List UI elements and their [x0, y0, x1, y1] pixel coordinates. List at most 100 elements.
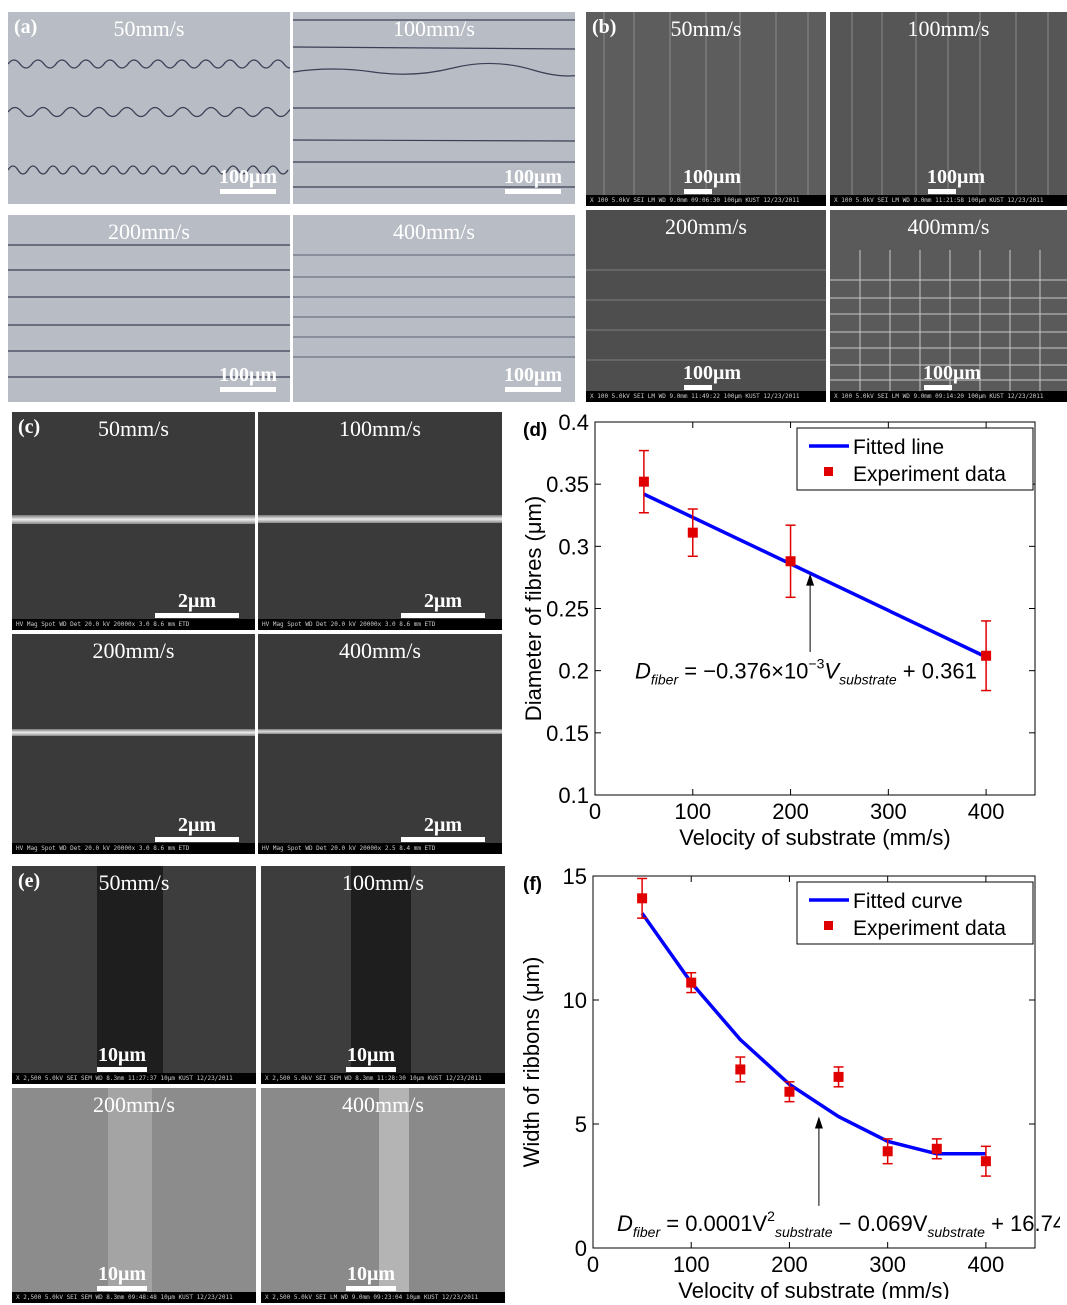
legend-label: Fitted curve [853, 890, 963, 913]
x-tick-label: 400 [968, 799, 1005, 824]
speed-label: 50mm/s [670, 16, 742, 41]
data-point [882, 1146, 893, 1157]
micrograph-a-200: 200mm/s 100μm [8, 215, 290, 402]
data-point [833, 1071, 844, 1082]
speed-label: 100mm/s [393, 16, 475, 41]
fibre [12, 729, 255, 736]
scale-label: 100μm [219, 166, 277, 188]
sem-c-100: 100mm/s 2μm HV Mag Spot WD Det 20.0 kV 2… [258, 412, 502, 630]
micrograph-a-100: 100mm/s 100μm [293, 12, 575, 204]
eq-symbol: V [824, 659, 841, 684]
sem-b-100: 100mm/s 100μm X 100 5.0kV SEI LM WD 9.0m… [830, 12, 1067, 206]
panel-tag: (d) [523, 420, 547, 441]
micrograph-a-50: (a) 50mm/s 100μm [8, 12, 290, 204]
sem-info-bar: X 2,500 5.0kV SEI SEM WD 8.3mm 09:48:48 … [12, 1292, 256, 1303]
sem-c-400: 400mm/s 2μm HV Mag Spot WD Det 20.0 kV 2… [258, 634, 502, 854]
data-point [687, 527, 698, 538]
scale-bar: 100μm [682, 362, 742, 390]
sem-info-bar: X 2,500 5.0kV SEI LM WD 9.0mm 09:23:04 1… [261, 1292, 505, 1303]
x-axis-label: Velocity of substrate (mm/s) [678, 1278, 949, 1299]
sem-info-bar: X 2,500 5.0kV SEI SEM WD 8.3mm 11:28:30 … [261, 1073, 505, 1084]
eq-symbol: D [635, 659, 651, 684]
x-tick-label: 200 [771, 1252, 808, 1277]
panel-e: (e) 50mm/s 10μm X 2,500 5.0kV SEI SEM WD… [12, 866, 505, 1303]
scale-label: 100μm [504, 166, 562, 188]
horizontal-fibres [586, 269, 826, 361]
eq-superscript: 2 [767, 1208, 775, 1224]
sem-info-bar: X 2,500 5.0kV SEI SEM WD 8.3mm 11:27:37 … [12, 1073, 256, 1084]
y-tick-label: 0.15 [546, 721, 589, 746]
scale-label: 2μm [178, 814, 216, 836]
sem-info-bar: X 100 5.0kV SEI LM WD 9.0mm 09:14:20 100… [830, 391, 1067, 402]
sem-e-100: 100mm/s 10μm X 2,500 5.0kV SEI SEM WD 8.… [261, 866, 505, 1084]
y-tick-label: 0 [575, 1236, 587, 1261]
ribbon [108, 1088, 152, 1303]
x-axis-label: Velocity of substrate (mm/s) [679, 825, 950, 850]
eq-subscript: fiber [633, 1224, 662, 1240]
panel-tag: (f) [523, 874, 542, 895]
scale-label: 10μm [347, 1044, 395, 1066]
y-axis-label: Diameter of fibres (μm) [521, 496, 546, 721]
sem-info-bar: HV Mag Spot WD Det 20.0 kV 20000x 3.0 8.… [12, 619, 255, 630]
sem-info-bar: X 100 5.0kV SEI LM WD 9.0mm 11:21:58 100… [830, 195, 1067, 206]
scale-bar: 10μm [341, 1263, 401, 1291]
speed-label: 400mm/s [393, 219, 475, 244]
y-tick-label: 15 [563, 864, 587, 889]
y-tick-label: 5 [575, 1112, 587, 1137]
curly-fibres [8, 59, 290, 175]
x-tick-label: 300 [869, 1252, 906, 1277]
data-point [931, 1143, 942, 1154]
data-point [981, 650, 992, 661]
fitted-line [640, 912, 986, 1156]
straight-fibres [8, 244, 290, 378]
chart-d: (d) 0.1 0.15 0.2 0.25 0.3 0.35 0.4 0 100 200 300 400… [521, 410, 1036, 850]
fibre [258, 729, 502, 734]
scale-bar: 100μm [503, 364, 563, 392]
data-point [735, 1064, 746, 1075]
legend-box [796, 427, 1034, 491]
eq-subscript: substrate [839, 672, 897, 688]
vertical-fibres [851, 12, 1049, 206]
scale-bar: 10μm [92, 1044, 152, 1072]
x-tick-label: 100 [673, 1252, 710, 1277]
annotation-arrow-head [814, 1116, 823, 1129]
eq-symbol: D [617, 1211, 633, 1236]
sem-b-200: 200mm/s 100μm X 100 5.0kV SEI LM WD 9.0m… [586, 210, 826, 402]
vertical-fibres [603, 12, 809, 206]
speed-label: 50mm/s [98, 416, 169, 441]
plot-frame [592, 875, 1036, 1249]
x-tick-label: 0 [587, 1252, 599, 1277]
sem-c-50: (c) 50mm/s 2μm HV Mag Spot WD Det 20.0 k… [12, 412, 255, 630]
eq-term: + 0.361 [897, 659, 977, 684]
speed-label: 100mm/s [339, 416, 421, 441]
sem-e-50: (e) 50mm/s 10μm X 2,500 5.0kV SEI SEM WD… [12, 866, 256, 1084]
fibre [258, 515, 502, 523]
wavy-fibres [293, 19, 575, 188]
scale-label: 10μm [98, 1044, 146, 1066]
scale-label: 2μm [424, 590, 462, 612]
data-point [785, 556, 796, 567]
speed-label: 400mm/s [907, 214, 990, 239]
x-tick-label: 100 [674, 799, 711, 824]
eq-subscript: substrate [927, 1224, 985, 1240]
sem-info-bar: HV Mag Spot WD Det 20.0 kV 20000x 2.5 8.… [258, 843, 502, 854]
panel-a: (a) 50mm/s 100μm 100mm/s 100μm 20 [8, 12, 578, 402]
eq-term: − 0.069V [833, 1211, 928, 1236]
scale-bar: 100μm [682, 166, 742, 194]
eq-superscript: −3 [808, 656, 824, 672]
panel-a-tag: (a) [14, 16, 38, 38]
sem-info-bar: HV Mag Spot WD Det 20.0 kV 20000x 3.0 8.… [258, 619, 502, 630]
equation: Dfiber = −0.376×10−3Vsubstrate + 0.361 [635, 656, 977, 688]
scale-label: 100μm [683, 166, 741, 188]
ribbon [379, 1088, 409, 1303]
data-point [638, 476, 649, 487]
sem-info-bar: X 100 5.0kV SEI LM WD 9.0mm 09:06:30 100… [586, 195, 826, 206]
scale-bar: 2μm [152, 814, 242, 842]
sem-c-200: 200mm/s 2μm HV Mag Spot WD Det 20.0 kV 2… [12, 634, 255, 854]
y-tick-label: 0.25 [546, 597, 589, 622]
legend-label: Fitted line [853, 436, 944, 459]
speed-label: 400mm/s [342, 1092, 424, 1117]
y-tick-label: 0.4 [558, 410, 589, 435]
scale-label: 100μm [683, 362, 741, 384]
scale-bar: 100μm [503, 166, 563, 194]
